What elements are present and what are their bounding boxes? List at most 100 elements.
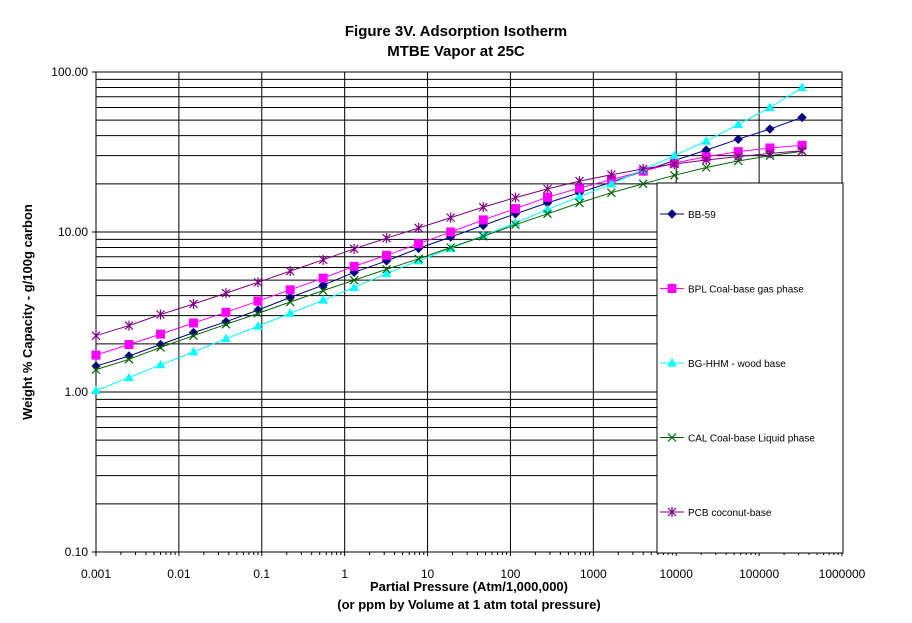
data-point (446, 212, 456, 223)
data-point (221, 319, 231, 329)
x-axis-label-secondary: (or ppm by Volume at 1 atm total pressur… (337, 597, 600, 612)
x-tick-label: 100 (500, 567, 520, 581)
data-point (349, 243, 359, 254)
data-point (156, 329, 166, 339)
x-tick-label: 1000000 (819, 567, 866, 581)
y-tick-label: 10.00 (58, 225, 88, 239)
data-point (797, 82, 807, 92)
data-point (188, 346, 199, 356)
data-point (349, 282, 359, 291)
series-4 (91, 146, 807, 375)
data-point (189, 331, 198, 341)
x-tick-label: 0.01 (167, 567, 191, 581)
data-point (606, 188, 616, 198)
data-point (221, 333, 231, 343)
series-5 (91, 145, 807, 341)
data-point (285, 285, 295, 295)
x-axis-ticks: 0.001 0.01 0.1 1 10 100 1000 10000 100000 1000000 (81, 552, 866, 581)
data-point (701, 154, 711, 165)
legend-entry: PCB coconut-base (660, 507, 772, 519)
data-point (733, 134, 743, 144)
data-point (253, 308, 263, 318)
data-point (511, 220, 520, 230)
data-point (124, 372, 134, 382)
x-tick-label: 10 (421, 567, 435, 581)
data-point (124, 320, 134, 331)
data-point (733, 151, 743, 162)
data-point (511, 192, 520, 203)
data-point (155, 359, 166, 369)
data-point (765, 124, 775, 134)
data-point (318, 254, 328, 265)
data-point (414, 222, 424, 233)
data-point (91, 385, 101, 395)
data-point (575, 176, 584, 187)
series-layer (91, 82, 807, 395)
x-tick-label: 1 (341, 567, 348, 581)
data-point (446, 243, 456, 252)
data-point (124, 354, 134, 364)
data-point (253, 321, 263, 330)
data-point (253, 277, 263, 288)
legend-label: PCB coconut-base (688, 508, 772, 519)
data-point (91, 365, 101, 375)
legend-entry: BB-59 (660, 209, 716, 221)
legend-marker (667, 284, 677, 293)
legend-marker (667, 507, 677, 517)
data-point (669, 170, 679, 180)
data-point (91, 330, 101, 341)
x-axis-label: Partial Pressure (Atm/1,000,000) (370, 579, 568, 594)
data-point (285, 266, 295, 277)
legend-label: CAL Coal-base Liquid phase (688, 434, 815, 445)
data-point (543, 209, 552, 219)
data-point (797, 112, 807, 123)
legend-marker (667, 357, 677, 367)
data-point (221, 288, 231, 299)
data-point (381, 268, 392, 278)
y-axis-ticks: 0.10 1.00 10.00 100.00 (51, 65, 96, 559)
x-tick-label: 10000 (660, 567, 694, 581)
data-point (669, 159, 679, 170)
data-point (543, 192, 553, 202)
data-point (156, 309, 165, 320)
data-point (765, 148, 775, 159)
data-point (701, 136, 712, 145)
x-tick-label: 0.1 (253, 567, 270, 581)
data-point (91, 350, 101, 360)
data-point (382, 264, 391, 274)
data-point (669, 150, 680, 160)
data-point (318, 295, 329, 304)
data-point (156, 342, 165, 352)
data-point (349, 261, 359, 271)
data-point (285, 308, 296, 317)
y-tick-label: 1.00 (65, 385, 89, 399)
data-point (797, 145, 807, 156)
legend-label: BB-59 (688, 210, 716, 221)
legend-label: BG-HHM - wood base (688, 359, 786, 370)
data-point (575, 198, 584, 208)
data-point (701, 163, 711, 172)
x-tick-label: 1000 (580, 567, 607, 581)
series-3 (91, 82, 807, 395)
y-tick-label: 0.10 (65, 545, 89, 559)
data-point (189, 298, 198, 309)
legend-marker (667, 209, 677, 219)
data-point (188, 318, 198, 328)
data-point (733, 119, 744, 128)
data-point (510, 204, 520, 214)
data-point (574, 191, 585, 201)
data-point (221, 307, 231, 317)
chart-title: Figure 3V. Adsorption Isotherm (345, 23, 567, 40)
legend-marker (667, 433, 677, 442)
data-point (318, 273, 328, 283)
data-point (478, 202, 488, 213)
y-axis-label: Weight % Capacity - g/100g carbon (20, 204, 35, 420)
legend: BB-59 BPL Coal-base gas phase BG-HHM - woo… (656, 182, 844, 554)
data-point (478, 231, 488, 241)
data-point (446, 227, 456, 237)
data-point (382, 250, 392, 260)
data-point (478, 215, 488, 225)
x-tick-label: 0.001 (81, 567, 111, 581)
x-tick-label: 100000 (739, 567, 779, 581)
